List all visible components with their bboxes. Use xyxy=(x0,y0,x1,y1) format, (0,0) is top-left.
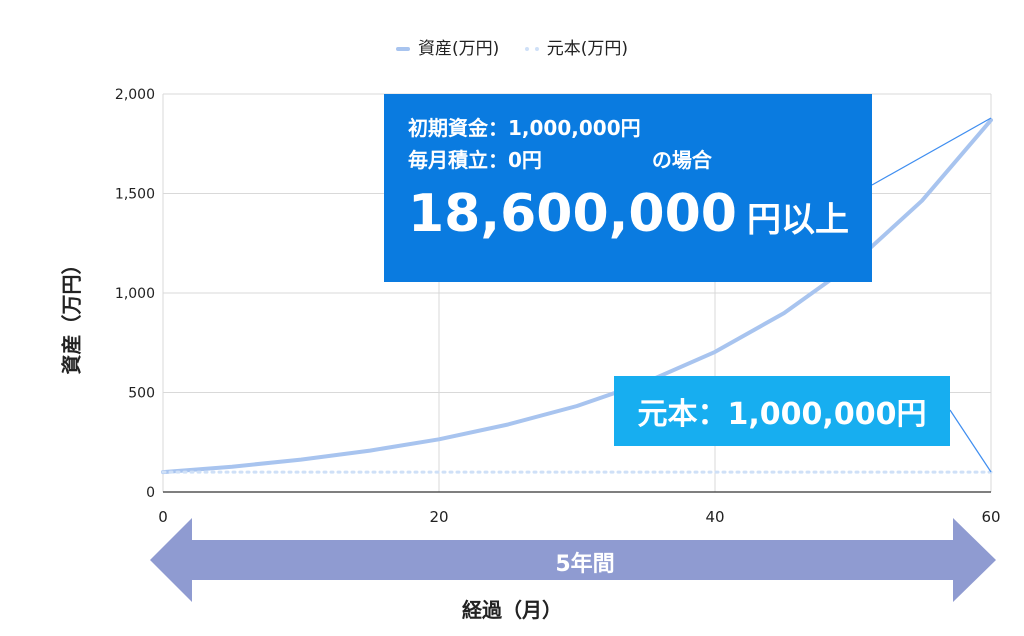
legend-item-principal: 元本(万円) xyxy=(524,34,628,59)
y-tick-label: 0 xyxy=(146,485,155,501)
x-tick-label: 60 xyxy=(981,508,1000,526)
x-tick-label: 20 xyxy=(429,508,448,526)
result-callout: 初期資金：1,000,000円 毎月積立：0円 の場合 18,600,000 円以上 xyxy=(384,94,872,282)
legend-label-principal: 元本(万円) xyxy=(546,39,628,59)
period-label: 5年間 xyxy=(555,552,615,577)
x-axis-label: 経過（月） xyxy=(462,598,562,622)
final-amount: 18,600,000 円以上 xyxy=(408,182,849,252)
case-text: の場合 xyxy=(651,148,712,172)
connector-main xyxy=(871,117,992,186)
connector-principal xyxy=(949,409,992,473)
y-axis-label: 資産（万円） xyxy=(59,254,84,375)
final-amount-value: 18,600,000 xyxy=(408,184,737,244)
final-amount-unit: 円以上 xyxy=(746,200,849,240)
y-tick-label: 500 xyxy=(128,386,155,402)
period-arrow xyxy=(150,518,996,602)
legend: 資産(万円) 元本(万円) xyxy=(0,34,1024,59)
principal-callout: 元本：1,000,000円 xyxy=(614,376,950,446)
y-tick-label: 1,500 xyxy=(115,187,155,203)
x-tick-label: 0 xyxy=(158,508,168,526)
y-tick-label: 2,000 xyxy=(115,87,155,103)
y-tick-label: 1,000 xyxy=(115,286,155,302)
legend-item-assets: 資産(万円) xyxy=(396,34,499,59)
legend-label-assets: 資産(万円) xyxy=(418,39,500,59)
x-tick-label: 40 xyxy=(705,508,724,526)
tick-labels: 0 500 1,000 1,500 2,000 0 20 40 60 xyxy=(115,87,1001,526)
legend-swatch-solid xyxy=(396,47,411,51)
monthly-text: 毎月積立：0円 の場合 xyxy=(408,144,848,176)
annotation-connectors xyxy=(871,117,992,473)
legend-swatch-dotted xyxy=(524,47,539,51)
initial-funds-text: 初期資金：1,000,000円 xyxy=(408,116,641,140)
monthly-contribution-text: 毎月積立：0円 xyxy=(408,148,542,172)
